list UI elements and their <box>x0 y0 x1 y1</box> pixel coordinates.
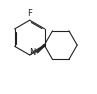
Text: N: N <box>29 48 35 57</box>
Text: F: F <box>27 9 32 18</box>
